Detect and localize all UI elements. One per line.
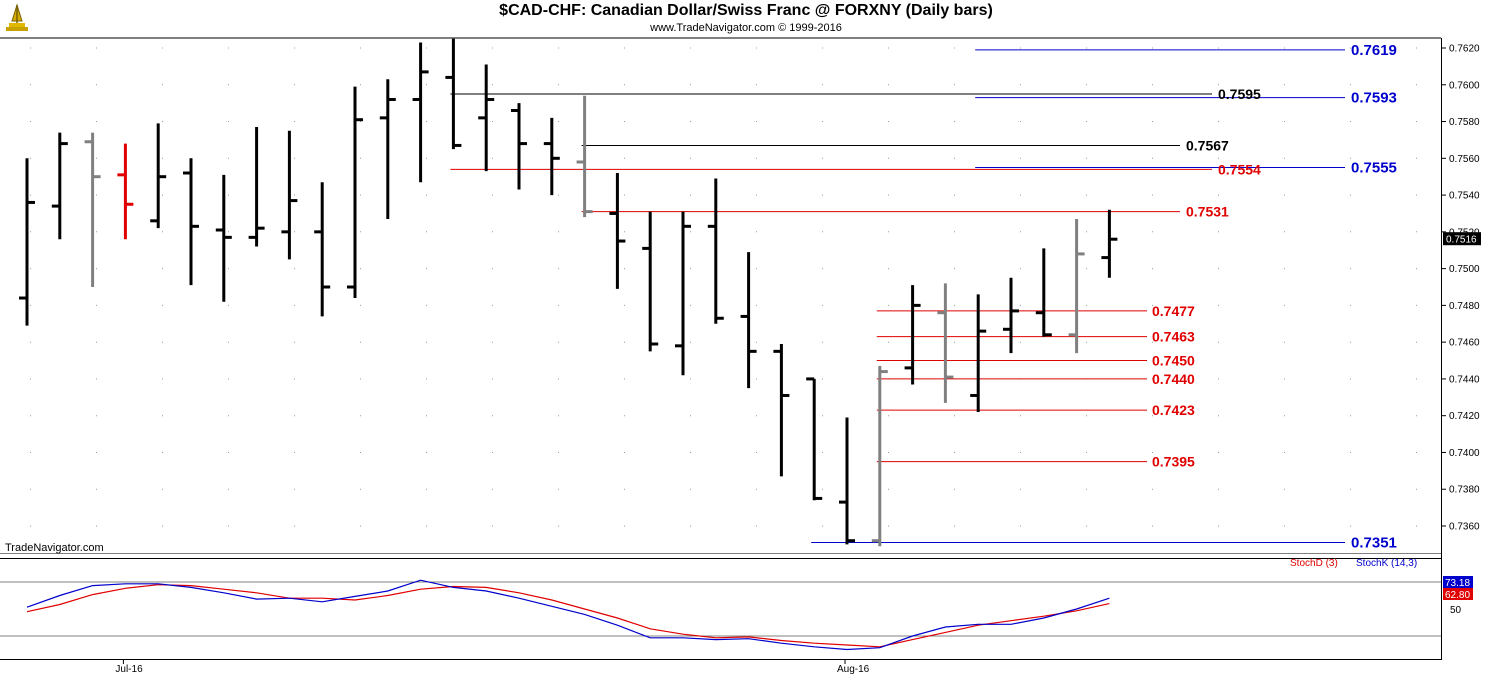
ohlc-bar (839, 417, 855, 545)
price-level-label: 0.7395 (1152, 454, 1195, 470)
ohlc-bar (806, 377, 823, 501)
ohlc-bar (412, 42, 429, 183)
ohlc-bar (248, 127, 265, 247)
ohlc-bar (970, 294, 987, 413)
watermark: TradeNavigator.com (5, 542, 104, 554)
ohlc-bar (511, 103, 527, 190)
ohlc-bar (576, 95, 593, 218)
y-tick-label: 0.7500 (1449, 264, 1480, 275)
ohlc-bar (314, 182, 331, 317)
ohlc-bar (478, 64, 495, 172)
y-tick-label: 0.7460 (1449, 338, 1480, 349)
price-level-label: 0.7595 (1218, 86, 1261, 102)
stoch-k-line (26, 579, 1110, 651)
chart-title: $CAD-CHF: Canadian Dollar/Swiss Franc @ … (499, 2, 993, 19)
ohlc-bar (379, 79, 396, 219)
price-level-label: 0.7450 (1152, 353, 1195, 369)
ohlc-bar (19, 158, 35, 326)
ohlc-bar (117, 143, 134, 240)
ohlc-bar (642, 211, 659, 352)
grid-dots (30, 47, 1417, 527)
chart-subtitle: www.TradeNavigator.com © 1999-2016 (650, 22, 842, 34)
stoch-d-value-box (1443, 588, 1473, 600)
ohlc-bars (19, 38, 1118, 547)
ohlc-bar (1101, 209, 1118, 278)
stoch-k-legend: StochK (14,3) (1356, 558, 1417, 569)
y-tick-label: 0.7540 (1449, 191, 1480, 202)
price-level-label: 0.7351 (1351, 535, 1397, 552)
y-tick-label: 0.7440 (1449, 374, 1480, 385)
ohlc-bar (51, 132, 68, 240)
stoch-d-line (26, 584, 1110, 648)
ohlc-bar (871, 366, 888, 547)
price-level-label: 0.7593 (1351, 90, 1397, 107)
price-level-label: 0.7567 (1186, 137, 1229, 153)
price-level-label: 0.7531 (1186, 204, 1229, 220)
last-price-box (1443, 232, 1481, 246)
grid-dot-pattern (30, 47, 1417, 527)
y-tick-label: 0.7420 (1449, 411, 1480, 422)
y-tick-label: 0.7620 (1449, 44, 1480, 55)
ohlc-bar (281, 130, 298, 260)
price-level-label: 0.7463 (1152, 329, 1195, 345)
ohlc-bar (215, 174, 232, 302)
y-tick-label: 0.7400 (1449, 448, 1480, 459)
last-price-label: 0.7516 (1446, 235, 1477, 246)
y-tick-label: 0.7380 (1449, 485, 1480, 496)
y-tick-label: 0.7480 (1449, 301, 1480, 312)
x-tick-label: Jul-16 (115, 664, 143, 675)
y-tick-label: 0.7560 (1449, 154, 1480, 165)
y-tick-label: 0.7600 (1449, 80, 1480, 91)
x-axis: Jul-16 Aug-16 (115, 660, 870, 675)
ohlc-bar (740, 252, 757, 389)
ohlc-bar (1068, 218, 1085, 354)
ohlc-bar (347, 86, 363, 299)
ohlc-bar (707, 178, 724, 324)
y-axis: 0.76200.76000.75800.75600.75400.75200.75… (1441, 44, 1481, 533)
stoch-tick-label: 50 (1450, 605, 1462, 616)
stoch-d-legend: StochD (3) (1290, 558, 1338, 569)
y-tick-label: 0.7580 (1449, 117, 1480, 128)
tradenavigator-logo-icon (6, 3, 28, 31)
ohlc-bar (937, 283, 954, 403)
stoch-k-value: 73.18 (1445, 578, 1470, 589)
ohlc-bar (609, 173, 626, 289)
ohlc-bar (904, 285, 921, 385)
chart-header: $CAD-CHF: Canadian Dollar/Swiss Franc @ … (0, 0, 1492, 38)
price-level-label: 0.7423 (1152, 402, 1195, 418)
ohlc-bar (84, 132, 101, 287)
ohlc-bar (183, 158, 199, 286)
price-level-label: 0.7440 (1152, 371, 1195, 387)
y-tick-label: 0.7360 (1449, 522, 1480, 533)
price-levels: 0.7619 0.7593 0.7595 0.7567 0.7555 0.7554 0.75… (450, 42, 1397, 552)
ohlc-bar (1003, 277, 1019, 354)
ohlc-bar (150, 123, 167, 229)
x-tick-label: Aug-16 (837, 664, 870, 675)
ohlc-bar (675, 211, 691, 376)
ohlc-bar (1035, 248, 1052, 337)
ohlc-bar (445, 38, 462, 150)
price-level-label: 0.7554 (1218, 161, 1261, 177)
ohlc-bar (543, 117, 560, 196)
ohlc-bar (773, 343, 790, 477)
stoch-d-value: 62.80 (1445, 590, 1470, 601)
stoch-k-value-box (1443, 576, 1473, 588)
price-level-label: 0.7477 (1152, 303, 1195, 319)
price-level-label: 0.7619 (1351, 42, 1397, 59)
price-level-label: 0.7555 (1351, 160, 1397, 177)
